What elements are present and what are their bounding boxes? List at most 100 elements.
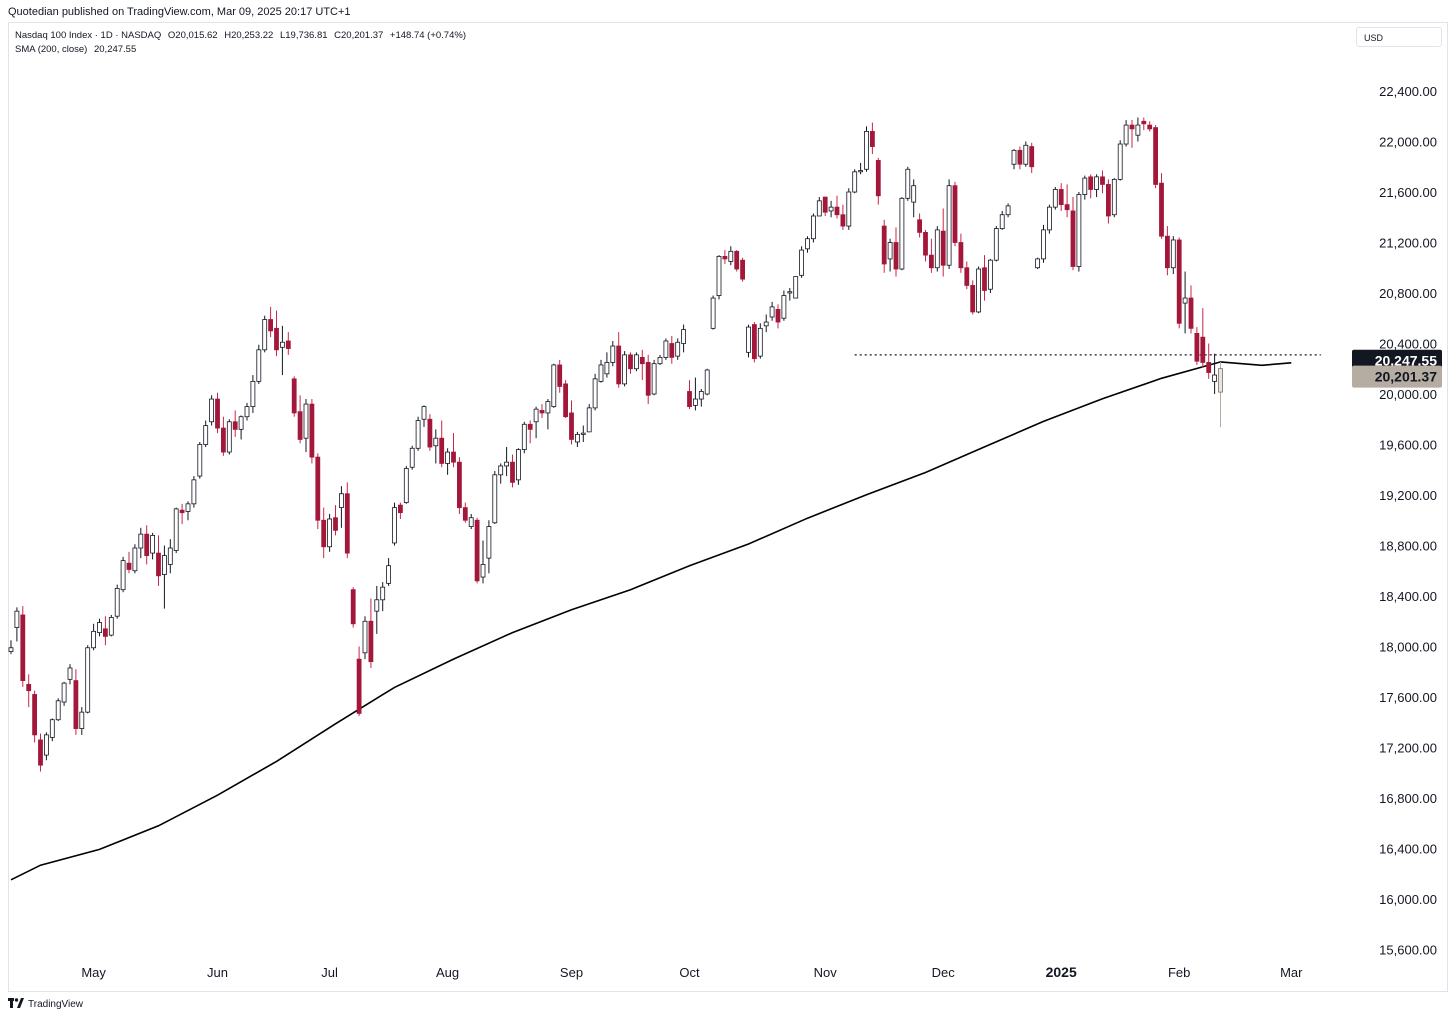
candle-body[interactable] [887,242,893,260]
candle-body[interactable] [752,324,757,360]
candle-body[interactable] [1041,229,1046,260]
candle-body[interactable] [309,403,315,458]
candle-body[interactable] [392,507,397,544]
candle-body[interactable] [999,214,1005,230]
candle-body[interactable] [970,285,976,313]
candle-body[interactable] [604,362,610,375]
candle-body[interactable] [167,547,173,565]
legend-sma-label[interactable]: SMA (200, close) [15,44,88,55]
candle-body[interactable] [1176,239,1182,324]
candle-body[interactable] [799,249,804,276]
candle-body[interactable] [244,406,250,418]
candle-body[interactable] [468,517,474,527]
candle-body[interactable] [374,599,380,612]
candle-body[interactable] [226,421,232,453]
candle-body[interactable] [203,425,209,445]
candle-body[interactable] [940,230,946,266]
candle-body[interactable] [67,667,73,680]
candle-body[interactable] [8,647,14,652]
candle-body[interactable] [899,197,905,270]
candle-body[interactable] [150,535,156,554]
legend-symbol[interactable]: Nasdaq 100 Index · 1D · NASDAQ [15,30,162,41]
candle-body[interactable] [327,518,333,548]
candle-body[interactable] [645,362,651,396]
candle-body[interactable] [775,309,781,323]
candle-body[interactable] [79,711,85,729]
candle-body[interactable] [982,267,987,291]
candle-body[interactable] [173,508,179,551]
candle-body[interactable] [858,170,863,173]
candle-body[interactable] [929,254,934,269]
candle-body[interactable] [516,449,521,481]
candle-body[interactable] [639,356,645,365]
candle-body[interactable] [344,493,350,554]
candle-body[interactable] [1035,258,1040,269]
candle-body[interactable] [1100,176,1105,185]
candle-body[interactable] [20,614,26,681]
candle-body[interactable] [616,345,622,385]
candle-body[interactable] [1117,143,1123,180]
candle-body[interactable] [1005,205,1011,216]
candle-body[interactable] [504,461,510,467]
candle-body[interactable] [85,647,91,713]
candle-body[interactable] [988,259,993,290]
candle-body[interactable] [350,589,356,625]
candle-body[interactable] [675,341,681,357]
candle-body[interactable] [315,456,321,521]
candle-body[interactable] [592,378,598,409]
candle-body[interactable] [1188,297,1194,329]
candle-body[interactable] [1182,297,1188,304]
candle-body[interactable] [138,533,144,549]
candle-body[interactable] [197,444,203,477]
candle-body[interactable] [805,238,810,250]
candle-body[interactable] [740,259,745,280]
candle-body[interactable] [274,327,279,351]
candle-body[interactable] [73,680,79,729]
currency-button[interactable]: USD [1356,27,1442,47]
candle-body[interactable] [55,700,61,721]
candle-body[interactable] [533,408,539,423]
candle-body[interactable] [870,130,875,147]
candle-body[interactable] [952,185,958,243]
candle-body[interactable] [864,130,869,170]
candle-body[interactable] [746,326,751,353]
candle-body[interactable] [527,423,533,430]
candle-body[interactable] [763,321,769,327]
candle-body[interactable] [728,250,734,262]
candle-body[interactable] [681,329,686,344]
candle-body[interactable] [333,517,338,531]
candle-body[interactable] [580,432,586,435]
candle-body[interactable] [722,255,728,260]
candle-body[interactable] [521,423,527,450]
candle-body[interactable] [852,171,858,193]
candle-body[interactable] [451,451,456,463]
candle-body[interactable] [811,215,816,240]
candle-body[interactable] [1170,239,1176,269]
candle-body[interactable] [946,185,952,266]
candle-body[interactable] [1011,149,1017,165]
candle-body[interactable] [575,433,580,443]
candle-body[interactable] [669,343,675,358]
candle-body[interactable] [1106,184,1111,217]
candle-body[interactable] [551,364,557,408]
candle-body[interactable] [651,363,657,395]
candle-body[interactable] [1076,194,1082,267]
candle-body[interactable] [427,418,433,448]
candle-body[interactable] [103,628,108,637]
candle-body[interactable] [1206,362,1212,373]
candle-body[interactable] [415,420,421,449]
candle-body[interactable] [598,364,604,382]
candle-body[interactable] [693,398,698,406]
candle-body[interactable] [1153,127,1158,185]
candle-body[interactable] [734,250,740,270]
candle-body[interactable] [1135,124,1141,136]
candle-body[interactable] [586,407,592,433]
candle-body[interactable] [1194,332,1200,362]
candle-body[interactable] [215,398,220,429]
candle-body[interactable] [1165,235,1170,269]
candle-body[interactable] [32,694,37,736]
candle-body[interactable] [44,734,49,756]
candle-body[interactable] [26,683,32,692]
candle-body[interactable] [120,560,126,591]
